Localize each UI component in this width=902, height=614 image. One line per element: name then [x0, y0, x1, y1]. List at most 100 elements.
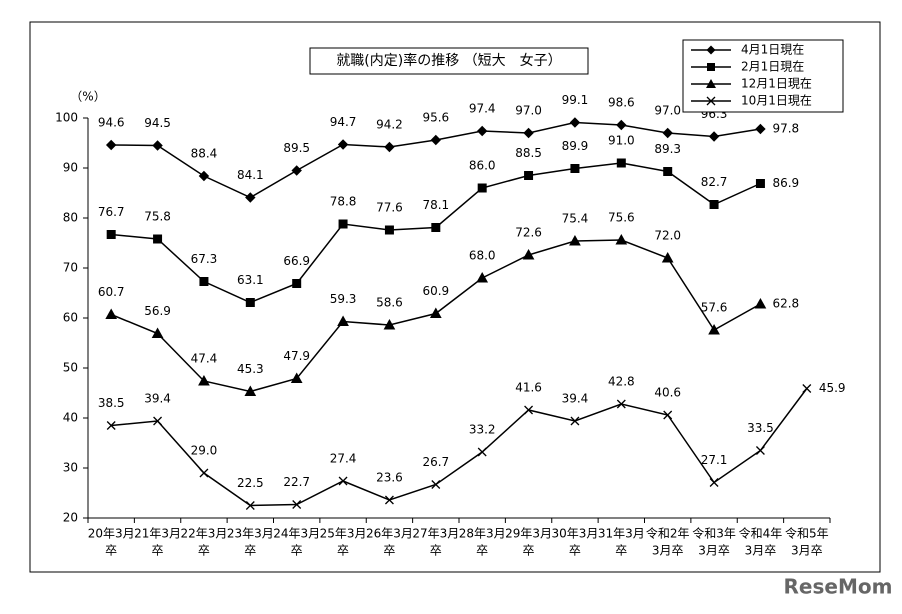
- x-tick-label: 26年3月: [366, 527, 413, 541]
- data-label: 47.4: [191, 352, 218, 366]
- y-tick-label: 30: [63, 461, 78, 475]
- data-label: 97.4: [469, 102, 496, 116]
- data-label: 47.9: [283, 349, 310, 363]
- data-label: 94.2: [376, 118, 403, 132]
- marker: [199, 277, 209, 286]
- chart-frame: [29, 21, 881, 573]
- x-tick-label: 31年3月: [598, 527, 645, 541]
- legend-marker: [707, 63, 715, 71]
- data-label: 40.6: [654, 386, 681, 400]
- marker: [663, 167, 673, 176]
- data-label: 33.2: [469, 423, 496, 437]
- x-tick-label: 卒: [152, 544, 164, 558]
- marker: [338, 476, 348, 486]
- x-tick-label: 27年3月: [412, 527, 459, 541]
- y-tick-label: 100: [55, 111, 78, 125]
- x-tick-label: 卒: [476, 544, 488, 558]
- x-tick-label: 卒: [198, 544, 210, 558]
- marker: [106, 230, 116, 239]
- y-tick-label: 50: [63, 361, 78, 375]
- marker: [290, 372, 303, 383]
- data-label: 66.9: [283, 254, 310, 268]
- data-label: 97.0: [515, 104, 542, 118]
- marker: [524, 171, 534, 180]
- data-label: 88.5: [515, 146, 542, 160]
- y-tick-label: 60: [63, 311, 78, 325]
- x-tick-label: 卒: [105, 544, 117, 558]
- legend-label: 12月1日現在: [741, 77, 812, 91]
- x-tick-label: 3月卒: [791, 544, 823, 558]
- marker: [616, 158, 626, 168]
- marker: [708, 131, 720, 142]
- data-label: 94.6: [98, 116, 125, 130]
- x-tick-label: 卒: [615, 544, 627, 558]
- data-label: 45.3: [237, 362, 264, 376]
- y-tick-label: 70: [63, 261, 78, 275]
- marker: [384, 225, 394, 235]
- data-label: 76.7: [98, 205, 125, 219]
- x-tick-label: 3月卒: [745, 544, 777, 558]
- marker: [105, 308, 118, 319]
- data-label: 78.8: [330, 195, 357, 209]
- data-label: 33.5: [747, 421, 774, 435]
- marker: [615, 233, 628, 245]
- data-label: 86.9: [772, 176, 799, 190]
- marker: [476, 125, 488, 137]
- marker: [522, 248, 535, 260]
- data-label: 60.7: [98, 285, 125, 299]
- title-box: [309, 47, 589, 75]
- marker: [153, 234, 163, 244]
- x-tick-label: 令和4年: [739, 526, 783, 541]
- marker: [476, 271, 489, 283]
- chart-title: 就職(内定)率の推移 （短大 女子）: [336, 52, 561, 69]
- x-tick-label: 卒: [383, 544, 395, 558]
- y-tick-label: 40: [63, 411, 78, 425]
- data-label: 88.4: [191, 147, 218, 161]
- data-label: 27.4: [330, 452, 357, 466]
- legend-marker: [706, 45, 716, 55]
- marker: [524, 405, 534, 415]
- marker: [755, 446, 765, 455]
- data-label: 97.0: [654, 104, 681, 118]
- marker: [431, 223, 441, 232]
- data-label: 57.6: [701, 301, 728, 315]
- data-label: 22.5: [237, 476, 264, 490]
- x-tick-label: 卒: [337, 544, 349, 558]
- marker: [708, 323, 720, 335]
- marker: [105, 139, 117, 151]
- marker: [709, 478, 719, 487]
- x-tick-label: 卒: [244, 544, 256, 558]
- data-label: 94.7: [330, 115, 357, 129]
- x-tick-label: 令和2年: [646, 526, 690, 541]
- x-tick-label: 令和3年: [692, 526, 736, 541]
- data-label: 38.5: [98, 396, 125, 410]
- data-label: 63.1: [237, 273, 264, 287]
- marker: [383, 318, 396, 330]
- marker: [153, 416, 163, 426]
- marker: [569, 234, 581, 246]
- marker: [291, 165, 302, 176]
- data-label: 27.1: [701, 453, 728, 467]
- marker: [477, 183, 487, 193]
- data-label: 67.3: [191, 252, 218, 266]
- marker: [337, 139, 349, 150]
- data-label: 29.0: [191, 444, 218, 458]
- data-label: 59.3: [330, 292, 357, 306]
- marker: [663, 410, 673, 420]
- marker: [338, 219, 348, 229]
- data-label: 22.7: [283, 475, 310, 489]
- marker: [337, 315, 349, 326]
- marker: [245, 298, 255, 307]
- y-tick-label: 80: [63, 211, 78, 225]
- data-label: 72.6: [515, 226, 542, 240]
- legend-label: 4月1日現在: [741, 43, 804, 57]
- data-label: 26.7: [422, 455, 449, 469]
- marker: [709, 200, 719, 209]
- marker: [244, 385, 257, 396]
- data-label: 42.8: [608, 375, 635, 389]
- data-label: 72.0: [654, 229, 681, 243]
- x-tick-label: 卒: [291, 544, 303, 558]
- data-label: 97.8: [772, 122, 799, 136]
- marker: [384, 141, 395, 153]
- data-label: 95.6: [422, 111, 449, 125]
